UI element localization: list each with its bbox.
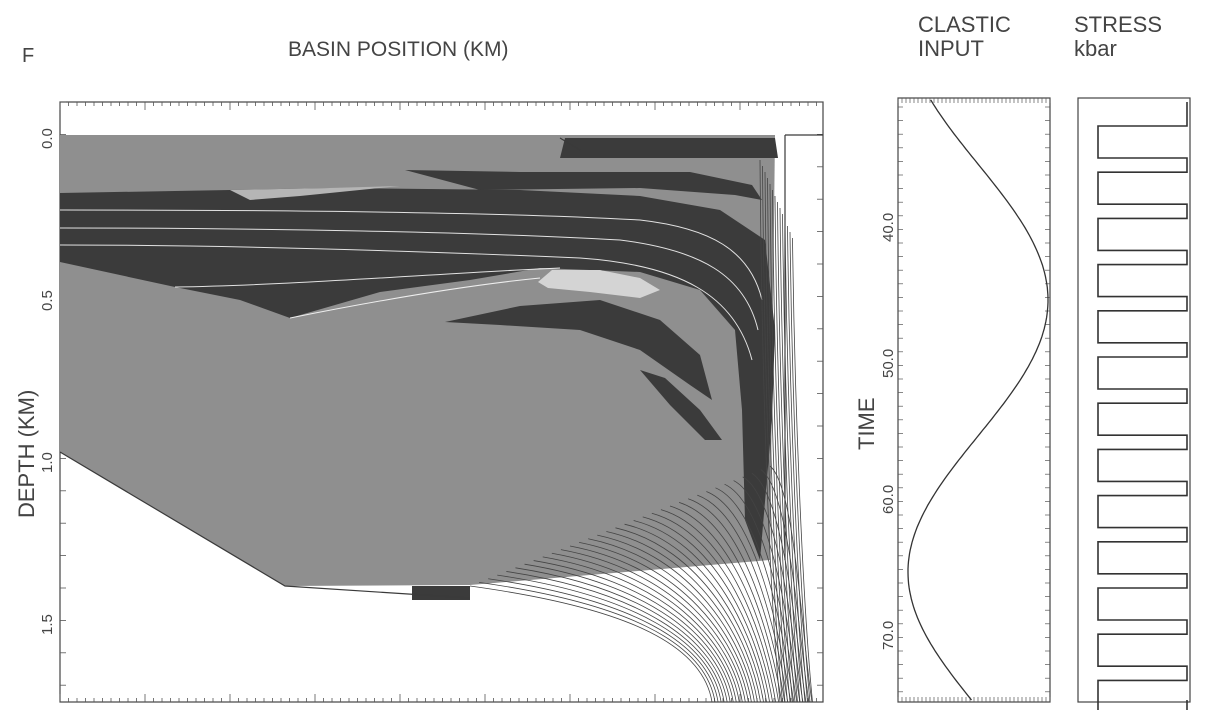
clinoform-line xyxy=(597,534,755,703)
dark-band-top xyxy=(560,138,778,158)
clinoform-line xyxy=(551,552,740,703)
clinoform-line xyxy=(706,491,792,703)
clinoform-line xyxy=(774,195,796,703)
clinoform-line xyxy=(787,225,808,703)
clinoform-line xyxy=(792,237,813,703)
dark-band-main xyxy=(60,188,775,560)
time-tick-label: 60.0 xyxy=(880,485,897,514)
time-tick-labels: 40.0 50.0 60.0 70.0 xyxy=(880,213,897,650)
clinoform-line xyxy=(772,189,793,703)
depth-tick-label: 1.0 xyxy=(39,452,56,473)
clinoform-line xyxy=(669,505,780,703)
panel-letter: F xyxy=(22,45,34,67)
main-plot-title: BASIN POSITION (KM) xyxy=(288,38,509,61)
time-tick-label: 40.0 xyxy=(880,213,897,242)
clinoform-line xyxy=(762,165,783,703)
clinoform-line xyxy=(697,494,789,703)
clinoform-line xyxy=(733,480,801,703)
clinoform-line xyxy=(533,560,734,703)
clinoform-line xyxy=(588,538,752,703)
clinoform-line xyxy=(488,578,719,703)
depth-axis-label: DEPTH (KM) xyxy=(14,390,39,518)
dark-strata xyxy=(60,138,778,600)
clinoform-line xyxy=(469,585,713,703)
clinoform-line xyxy=(779,207,801,703)
clinoform-line xyxy=(579,541,749,703)
clinoform-line xyxy=(606,531,758,703)
depth-tick-label: 0.0 xyxy=(39,128,56,149)
clinoform-line xyxy=(764,171,786,703)
clinoform-line xyxy=(515,567,728,703)
light-sediment-wedge xyxy=(230,186,400,200)
clastic-input-plot xyxy=(897,97,1051,703)
clinoform-line xyxy=(784,219,806,703)
clinoform-line xyxy=(660,509,777,703)
clinoform-line xyxy=(678,501,783,703)
clinoform-line xyxy=(751,472,807,703)
depth-tick-label: 0.5 xyxy=(39,290,56,311)
time-axis-label: TIME xyxy=(854,397,879,450)
clinoform-line xyxy=(542,556,737,703)
clastic-title-line2: INPUT xyxy=(918,36,984,61)
clinoform-line xyxy=(742,476,804,703)
clinoform-line xyxy=(624,523,764,703)
stress-title-line2: kbar xyxy=(1074,36,1117,61)
clinoform-line xyxy=(506,571,725,703)
stress-plot xyxy=(1077,97,1191,710)
time-tick-label: 70.0 xyxy=(880,621,897,650)
clinoform-line xyxy=(651,512,774,703)
clinoform-line xyxy=(497,574,722,703)
strata-white-lines xyxy=(59,209,763,361)
clastic-plot-ticks xyxy=(897,98,1051,702)
stress-square-wave xyxy=(1097,102,1188,710)
clastic-title-line1: CLASTIC xyxy=(918,12,1011,37)
clinoform-line xyxy=(777,201,798,703)
clinoform-lines xyxy=(469,159,813,703)
clinoform-line xyxy=(759,159,781,703)
clinoform-line xyxy=(633,520,767,703)
clinoform-line xyxy=(615,527,761,703)
clinoform-line xyxy=(767,177,788,703)
clastic-input-curve xyxy=(907,99,1049,701)
dark-band-lower xyxy=(445,300,712,400)
depth-tick-label: 1.5 xyxy=(39,614,56,635)
clinoform-line xyxy=(715,487,795,703)
clinoform-line xyxy=(782,213,803,703)
light-sediment-lens xyxy=(538,270,660,298)
clinoform-line xyxy=(642,516,770,703)
clinoform-line xyxy=(569,545,746,703)
clinoform-line xyxy=(769,465,813,703)
time-tick-label: 50.0 xyxy=(880,349,897,378)
stress-title-line1: STRESS xyxy=(1074,12,1162,37)
basin-plot xyxy=(59,101,824,703)
dark-band-wedge xyxy=(640,370,722,440)
clinoform-line xyxy=(524,563,731,703)
clinoform-line xyxy=(789,231,811,703)
clinoform-line xyxy=(560,549,743,703)
depth-tick-labels: 0.0 0.5 1.0 1.5 xyxy=(39,128,56,635)
clastic-plot-frame xyxy=(897,97,1051,703)
dark-band-upper xyxy=(405,170,762,200)
clinoform-line xyxy=(479,581,716,703)
clinoform-line xyxy=(769,183,791,703)
stress-plot-frame xyxy=(1077,97,1191,703)
